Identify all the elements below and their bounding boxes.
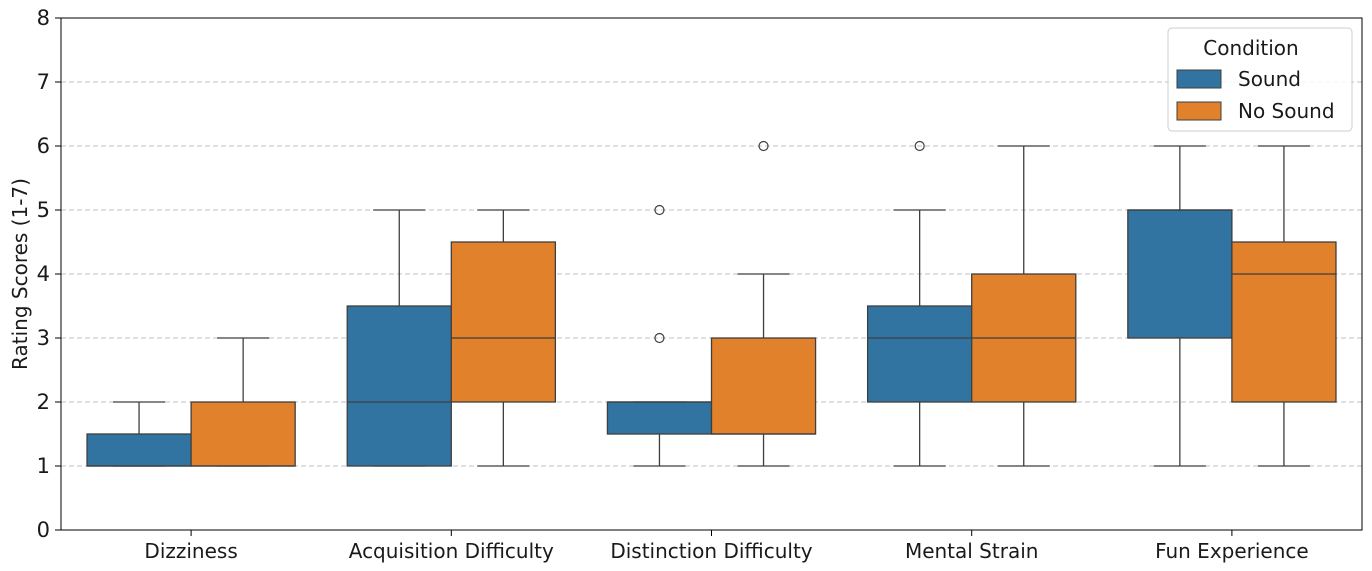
- legend-swatch: [1176, 69, 1222, 89]
- legend: Condition Sound No Sound: [1167, 27, 1353, 132]
- box-no-sound: [450, 209, 557, 467]
- outlier-point: [654, 332, 665, 344]
- outlier-point: [758, 140, 769, 152]
- y-tick-label: 0: [37, 518, 50, 542]
- box-iqr: [190, 401, 296, 467]
- box-no-sound: [710, 140, 817, 467]
- outlier-point: [654, 204, 665, 216]
- legend-label: Sound: [1238, 67, 1301, 91]
- box-no-sound: [190, 337, 296, 467]
- x-tick-label: Fun Experience: [1155, 539, 1309, 563]
- y-tick-label: 7: [37, 70, 50, 94]
- box-layer: [86, 140, 1337, 467]
- box-iqr: [710, 337, 817, 435]
- legend-title: Condition: [1203, 36, 1298, 60]
- x-tick-label: Dizziness: [144, 539, 237, 563]
- box-no-sound: [971, 145, 1077, 467]
- x-tick-label: Acquisition Difficulty: [349, 539, 554, 563]
- box-iqr: [450, 241, 557, 403]
- y-tick-label: 1: [37, 454, 50, 478]
- y-tick-label: 6: [37, 134, 50, 158]
- box-iqr: [1127, 209, 1233, 339]
- y-tick-label: 4: [37, 262, 50, 286]
- box-iqr: [1231, 241, 1337, 403]
- box-sound: [606, 204, 713, 467]
- y-tick-label: 8: [37, 6, 50, 30]
- box-iqr: [866, 305, 973, 403]
- legend-swatch: [1176, 101, 1222, 121]
- y-tick-label: 2: [37, 390, 50, 414]
- y-tick-label: 5: [37, 198, 50, 222]
- y-tick-label: 3: [37, 326, 50, 350]
- x-tick-label: Distinction Difficulty: [610, 539, 812, 563]
- box-sound: [866, 140, 973, 467]
- legend-entries: Sound No Sound: [1176, 67, 1335, 123]
- legend-label: No Sound: [1238, 99, 1335, 123]
- outlier-point: [914, 140, 925, 152]
- box-iqr: [346, 305, 452, 467]
- box-sound: [1127, 145, 1233, 467]
- axis-layer: 0 1 2 3 4 5 6 7 8 Dizziness Acquisition Difficulty…: [37, 6, 1309, 563]
- box-sound: [346, 209, 452, 467]
- x-tick-label: Mental Strain: [905, 539, 1039, 563]
- box-iqr: [86, 433, 192, 467]
- y-axis-label: Rating Scores (1-7): [8, 178, 32, 370]
- box-no-sound: [1231, 145, 1337, 467]
- box-sound: [86, 401, 192, 467]
- box-iqr: [606, 401, 713, 435]
